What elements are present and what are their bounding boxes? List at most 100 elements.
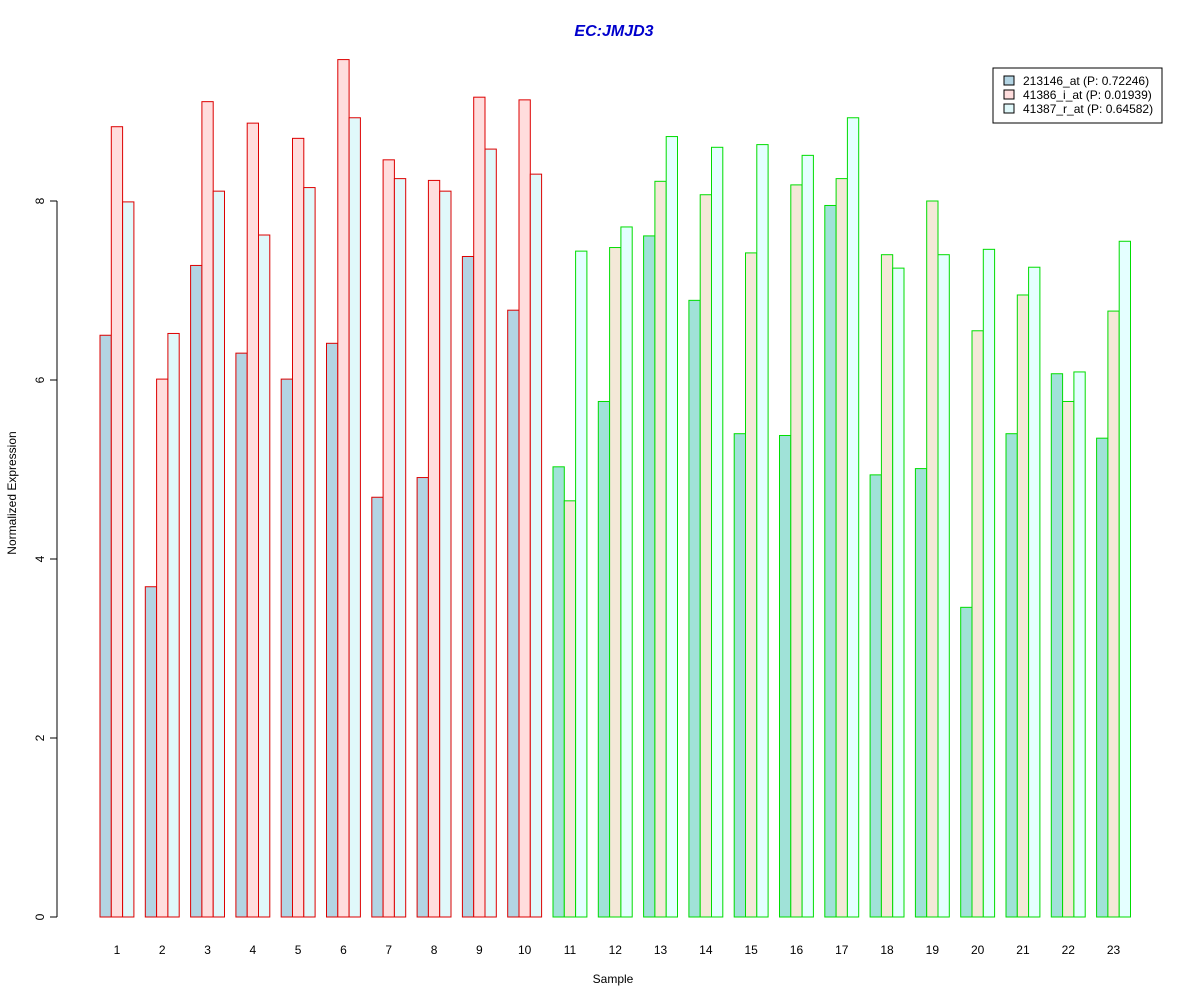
bar-series-2-sample-22 [1062, 400, 1075, 918]
bar-series-1-sample-17 [824, 204, 837, 918]
bar-series-3-sample-12 [620, 226, 633, 918]
bar-series-3-sample-1 [122, 201, 135, 918]
bar-series-1-sample-2 [144, 586, 158, 918]
y-tick-label: 0 [33, 913, 47, 920]
x-tick-label: 8 [431, 943, 438, 957]
bar-series-2-sample-5 [292, 137, 305, 918]
x-tick-label: 9 [476, 943, 483, 957]
x-tick-label: 18 [880, 943, 894, 957]
legend-swatch [1003, 89, 1015, 100]
bar-series-2-sample-2 [156, 378, 169, 918]
bar-series-1-sample-4 [235, 352, 248, 918]
x-tick-labels: 1 2 3 4 5 6 7 8 9 10 11 12 13 14 15 16 17 18 19 20 21 22 23 [114, 943, 1121, 957]
x-tick-label: 7 [385, 943, 392, 957]
bar-series-3-sample-13 [665, 136, 679, 918]
x-tick-label: 1 [114, 943, 121, 957]
bar-series-2-sample-11 [563, 500, 577, 918]
y-axis-label: Normalized Expression [5, 431, 19, 554]
legend-swatch [1003, 103, 1015, 114]
bar-series-2-sample-8 [427, 179, 441, 918]
bar-series-2-sample-3 [201, 101, 214, 918]
bar-series-3-sample-4 [258, 234, 271, 918]
bar-series-2-sample-17 [835, 178, 848, 918]
x-tick-label: 15 [744, 943, 758, 957]
legend-entry: 41387_r_at (P: 0.64582) [1023, 102, 1153, 116]
bar-series-3-sample-9 [484, 148, 497, 918]
bar-series-3-sample-6 [348, 117, 361, 918]
x-tick-label: 20 [971, 943, 985, 957]
bar-series-1-sample-22 [1050, 373, 1064, 918]
x-tick-label: 17 [835, 943, 849, 957]
bar-series-2-sample-20 [971, 330, 984, 918]
bar-series-1-sample-15 [733, 433, 747, 918]
bar-series-3-sample-23 [1118, 240, 1131, 918]
bar-series-3-sample-18 [892, 267, 905, 918]
bar-series-1-sample-1 [99, 334, 112, 918]
bar-series-1-sample-5 [280, 378, 294, 918]
bar-series-1-sample-11 [552, 466, 565, 918]
x-tick-label: 19 [926, 943, 940, 957]
x-tick-label: 6 [340, 943, 347, 957]
x-tick-label: 3 [204, 943, 211, 957]
x-tick-label: 23 [1107, 943, 1121, 957]
bar-series-3-sample-8 [439, 190, 452, 918]
bar-series-2-sample-7 [382, 159, 395, 918]
legend-swatch [1003, 75, 1015, 86]
x-tick-label: 13 [654, 943, 668, 957]
bar-series-3-sample-7 [393, 178, 407, 918]
bar-series-2-sample-21 [1016, 294, 1030, 918]
bar-series-1-sample-3 [190, 264, 203, 918]
bar-series-1-sample-12 [597, 400, 611, 918]
bar-series-3-sample-3 [212, 190, 225, 918]
x-tick-label: 2 [159, 943, 166, 957]
bar-series-1-sample-19 [914, 468, 928, 918]
x-tick-label: 11 [564, 943, 577, 957]
x-tick-label: 16 [790, 943, 804, 957]
bar-series-3-sample-15 [756, 144, 769, 918]
legend-entry: 213146_at (P: 0.72246) [1023, 74, 1149, 88]
bar-series-1-sample-21 [1005, 433, 1018, 918]
bar-series-2-sample-9 [473, 96, 486, 918]
bar-series-1-sample-6 [326, 342, 339, 918]
bar-series-1-sample-8 [416, 477, 429, 918]
bar-series-1-sample-14 [688, 299, 701, 918]
legend-entry: 41386_i_at (P: 0.01939) [1023, 88, 1152, 102]
y-tick-label: 8 [33, 197, 47, 204]
bar-series-3-sample-20 [982, 248, 996, 918]
bar-series-3-sample-17 [846, 117, 860, 918]
bar-series-2-sample-12 [609, 247, 622, 918]
legend-box [992, 67, 1163, 124]
y-axis: 0 2 4 6 8 [33, 197, 58, 920]
bar-series-3-sample-21 [1028, 266, 1041, 918]
bar-series-3-sample-2 [167, 332, 180, 918]
legend: 213146_at (P: 0.72246)41386_i_at (P: 0.0… [992, 67, 1163, 124]
bar-series-1-sample-13 [643, 235, 656, 918]
bar-series-2-sample-19 [926, 200, 939, 918]
bar-series-1-sample-23 [1096, 437, 1109, 918]
bar-series-1-sample-16 [779, 434, 792, 918]
bar-series-3-sample-11 [575, 250, 588, 918]
bar-series-2-sample-14 [699, 194, 713, 918]
bar-series-3-sample-22 [1073, 371, 1086, 918]
x-tick-label: 4 [250, 943, 257, 957]
bar-series-2-sample-1 [110, 126, 124, 918]
y-tick-label: 6 [33, 376, 47, 383]
bar-series-3-sample-14 [711, 146, 724, 918]
bar-series-3-sample-16 [801, 154, 814, 918]
bar-series-2-sample-23 [1107, 310, 1120, 918]
bar-series-1-sample-10 [507, 309, 520, 918]
x-tick-label: 21 [1016, 943, 1030, 957]
x-tick-label: 14 [699, 943, 713, 957]
x-axis-label: Sample [593, 972, 634, 986]
y-tick-label: 4 [33, 555, 47, 562]
y-tick-label: 2 [33, 734, 47, 741]
x-tick-label: 22 [1062, 943, 1076, 957]
bar-series-1-sample-9 [461, 255, 475, 918]
x-tick-label: 10 [518, 943, 532, 957]
bar-series-3-sample-10 [529, 173, 543, 918]
bar-series-1-sample-18 [869, 474, 882, 918]
bars [99, 59, 1131, 918]
bar-series-2-sample-18 [880, 254, 894, 918]
chart-title: EC:JMJD3 [574, 23, 653, 40]
x-tick-label: 5 [295, 943, 302, 957]
